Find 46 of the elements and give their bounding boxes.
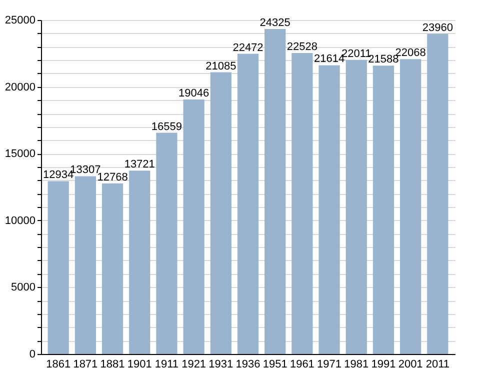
x-tick-label: 1901 [127, 358, 152, 370]
bar [292, 53, 313, 354]
x-tick-label: 1936 [236, 358, 260, 370]
bar [156, 132, 178, 354]
x-tick-label: 1991 [371, 358, 396, 370]
bar [48, 181, 69, 354]
bar [237, 54, 259, 354]
y-tick-label: 10000 [4, 214, 36, 227]
bar [372, 66, 394, 354]
x-tick-label: 1961 [290, 358, 314, 370]
x-tick-label: 1861 [46, 358, 71, 370]
bar [74, 176, 96, 354]
x-tick-label: 1911 [154, 358, 179, 370]
data-label: 16559 [151, 120, 182, 133]
x-tick-label: 2001 [398, 358, 423, 370]
bar [210, 72, 232, 354]
data-label: 12768 [97, 171, 128, 184]
data-label: 23960 [422, 22, 453, 34]
data-label: 19046 [178, 88, 210, 100]
bar [102, 183, 124, 354]
x-tick-label: 2011 [426, 358, 450, 370]
y-tick-label: 25000 [4, 14, 36, 26]
data-label: 24325 [260, 17, 290, 30]
y-tick-label: 5000 [11, 282, 36, 294]
bar [346, 60, 367, 354]
bar [183, 100, 204, 354]
y-tick-label: 20000 [4, 81, 36, 94]
x-tick-label: 1981 [344, 358, 369, 370]
x-tick-label: 1951 [262, 358, 288, 370]
x-tick-label: 1871 [73, 358, 98, 370]
y-tick-label: 15000 [4, 148, 36, 160]
data-label: 21085 [206, 60, 236, 72]
data-label: 22528 [286, 41, 318, 54]
data-label: 22472 [232, 42, 264, 54]
y-tick-label: 0 [29, 348, 36, 360]
data-label: 13721 [124, 158, 155, 171]
bar [400, 59, 422, 354]
bar [264, 29, 286, 354]
x-tick-label: 1931 [208, 358, 234, 370]
data-label: 21588 [368, 54, 399, 66]
bar [129, 170, 150, 354]
bar [427, 34, 448, 354]
x-tick-label: 1921 [182, 358, 206, 370]
bar [318, 65, 340, 354]
x-tick-label: 1881 [100, 358, 125, 370]
x-tick-label: 1971 [317, 358, 342, 370]
